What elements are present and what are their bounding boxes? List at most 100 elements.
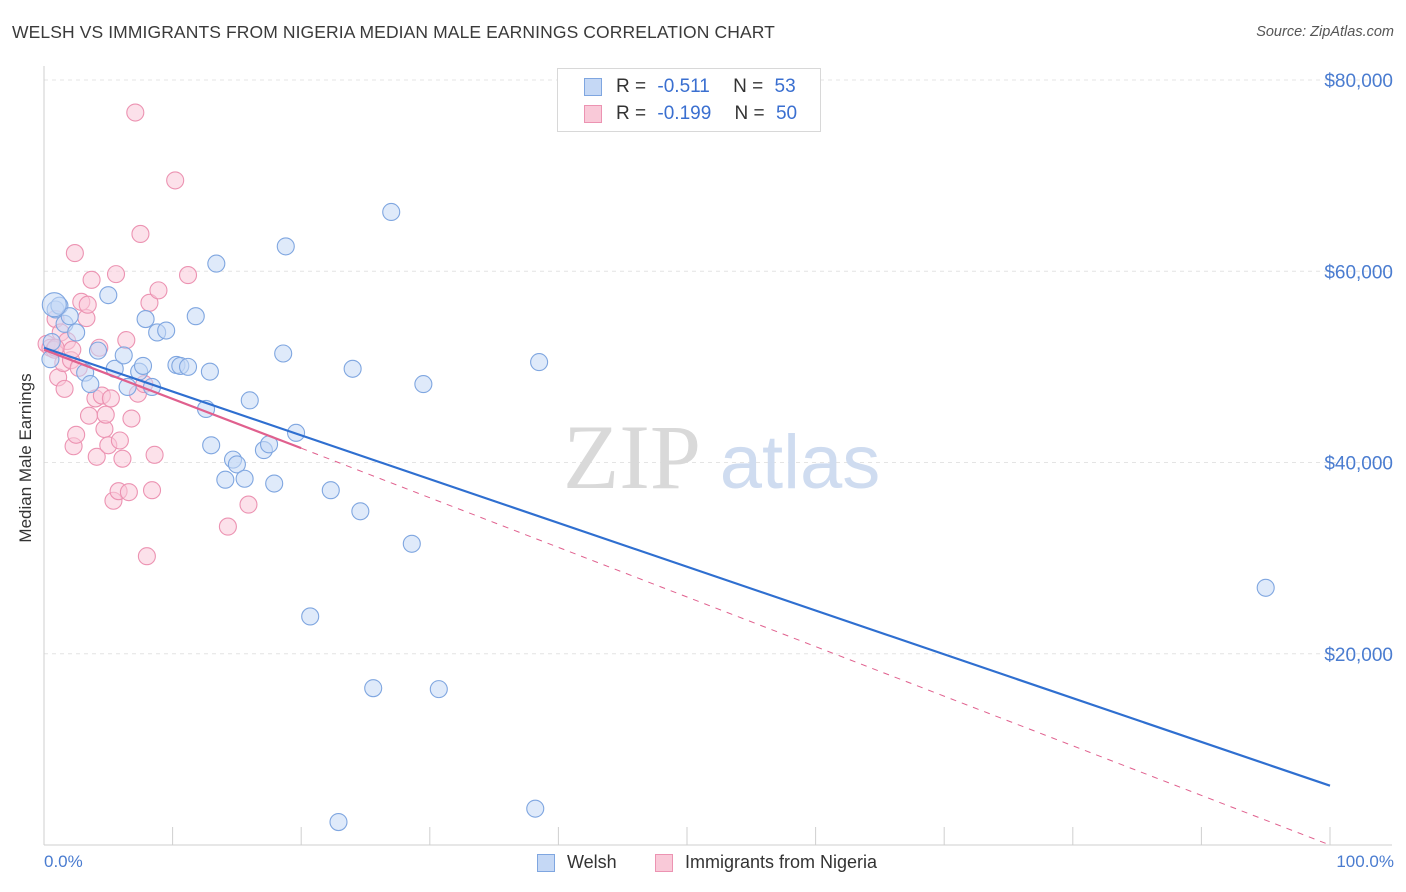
welsh-point: [216, 470, 235, 489]
r-label: R =: [616, 103, 647, 124]
nigeria-point: [119, 483, 138, 502]
y-tick-label: $60,000: [1324, 262, 1393, 283]
nigeria-point: [142, 481, 162, 500]
welsh-point: [81, 375, 100, 394]
watermark-atlas: atlas: [720, 420, 881, 505]
nigeria-point: [106, 265, 126, 284]
welsh-point: [364, 679, 383, 698]
legend-label-welsh: Welsh: [567, 852, 617, 872]
welsh-point: [41, 292, 67, 318]
welsh-point: [178, 357, 198, 376]
welsh-point: [329, 812, 348, 832]
welsh-point: [133, 356, 153, 375]
nigeria-point: [110, 431, 129, 450]
welsh-point: [88, 341, 108, 360]
welsh-point: [227, 455, 246, 474]
welsh-point: [414, 375, 433, 394]
nigeria-swatch-icon: [584, 105, 602, 123]
nigeria-point: [218, 517, 237, 536]
y-tick-labels: $20,000 $40,000 $60,000 $80,000: [1324, 71, 1393, 666]
welsh-point: [99, 286, 118, 305]
y-tick-label: $40,000: [1324, 454, 1393, 475]
legend-item-welsh: Welsh: [537, 852, 617, 873]
series-legend: Welsh Immigrants from Nigeria: [0, 852, 1406, 878]
nigeria-point: [96, 405, 115, 424]
welsh-point: [321, 481, 340, 500]
welsh-legend-icon: [537, 853, 555, 872]
nigeria-point: [113, 449, 132, 468]
welsh-point: [1256, 578, 1275, 597]
n-label: N =: [734, 103, 765, 124]
nigeria-point: [67, 425, 86, 444]
nigeria-point: [78, 295, 97, 314]
nigeria-point: [101, 389, 120, 408]
nigeria-point: [122, 409, 141, 428]
nigeria-point: [126, 103, 145, 122]
nigeria-point: [65, 244, 84, 263]
r-label: R =: [616, 76, 647, 97]
nigeria-point: [87, 447, 106, 466]
x-axis-min-label: 0.0%: [44, 852, 83, 871]
nigeria-point: [79, 406, 99, 425]
welsh-point: [526, 799, 545, 818]
y-tick-label: $80,000: [1324, 71, 1393, 92]
nigeria-point: [117, 331, 136, 350]
nigeria-point: [166, 171, 185, 190]
welsh-point: [67, 323, 86, 342]
welsh-point: [402, 534, 421, 553]
axes: [43, 66, 1392, 846]
nigeria-point: [137, 547, 156, 566]
welsh-point: [200, 362, 219, 381]
nigeria-point: [82, 270, 101, 289]
nigeria-point: [131, 224, 150, 244]
legend-row-nigeria-text: R = -0.199 N = 50: [616, 103, 797, 125]
x-axis-max-label: 100.0%: [1336, 852, 1394, 871]
welsh-point: [235, 469, 254, 488]
n-value: 53: [774, 76, 796, 97]
y-tick-label: $20,000: [1324, 645, 1393, 666]
welsh-points: [41, 202, 1275, 832]
correlation-legend: R = -0.511 N = 53 R = -0.199 N = 50: [557, 68, 821, 132]
welsh-point: [382, 202, 401, 222]
legend-label-nigeria: Immigrants from Nigeria: [685, 852, 878, 872]
welsh-point: [265, 474, 284, 493]
r-value: -0.199: [657, 103, 712, 124]
welsh-point: [60, 307, 79, 326]
welsh-point: [274, 344, 293, 363]
nigeria-trend-line-extension: [301, 447, 1331, 846]
welsh-swatch-icon: [584, 78, 602, 96]
source-label: Source: ZipAtlas.com: [1256, 24, 1394, 40]
nigeria-point: [55, 379, 74, 398]
trend-lines: [43, 346, 1331, 846]
welsh-point: [186, 307, 205, 326]
welsh-trend-line: [43, 346, 1331, 787]
welsh-point: [202, 436, 221, 455]
welsh-point: [351, 502, 370, 521]
legend-item-nigeria: Immigrants from Nigeria: [655, 852, 877, 873]
watermark: ZIP atlas: [563, 406, 880, 508]
nigeria-trend-line: [43, 348, 302, 450]
welsh-point: [343, 359, 362, 378]
n-value: 50: [775, 103, 798, 124]
welsh-point: [301, 607, 320, 626]
welsh-point: [157, 321, 176, 340]
watermark-zip: ZIP: [563, 406, 701, 508]
welsh-point: [114, 346, 133, 365]
grid-lines: [44, 79, 1392, 655]
nigeria-point: [145, 445, 164, 464]
nigeria-legend-icon: [655, 853, 673, 872]
nigeria-point: [239, 495, 258, 514]
y-axis-label: Median Male Earnings: [16, 373, 35, 543]
nigeria-point: [149, 281, 168, 300]
welsh-point: [240, 391, 259, 410]
n-label: N =: [733, 76, 764, 97]
r-value: -0.511: [657, 76, 710, 97]
welsh-point: [276, 237, 295, 256]
welsh-point: [429, 680, 448, 699]
welsh-point: [530, 353, 549, 372]
welsh-point: [136, 310, 155, 329]
chart-title: WELSH VS IMMIGRANTS FROM NIGERIA MEDIAN …: [12, 22, 775, 42]
nigeria-point: [178, 266, 198, 285]
welsh-point: [207, 254, 226, 273]
